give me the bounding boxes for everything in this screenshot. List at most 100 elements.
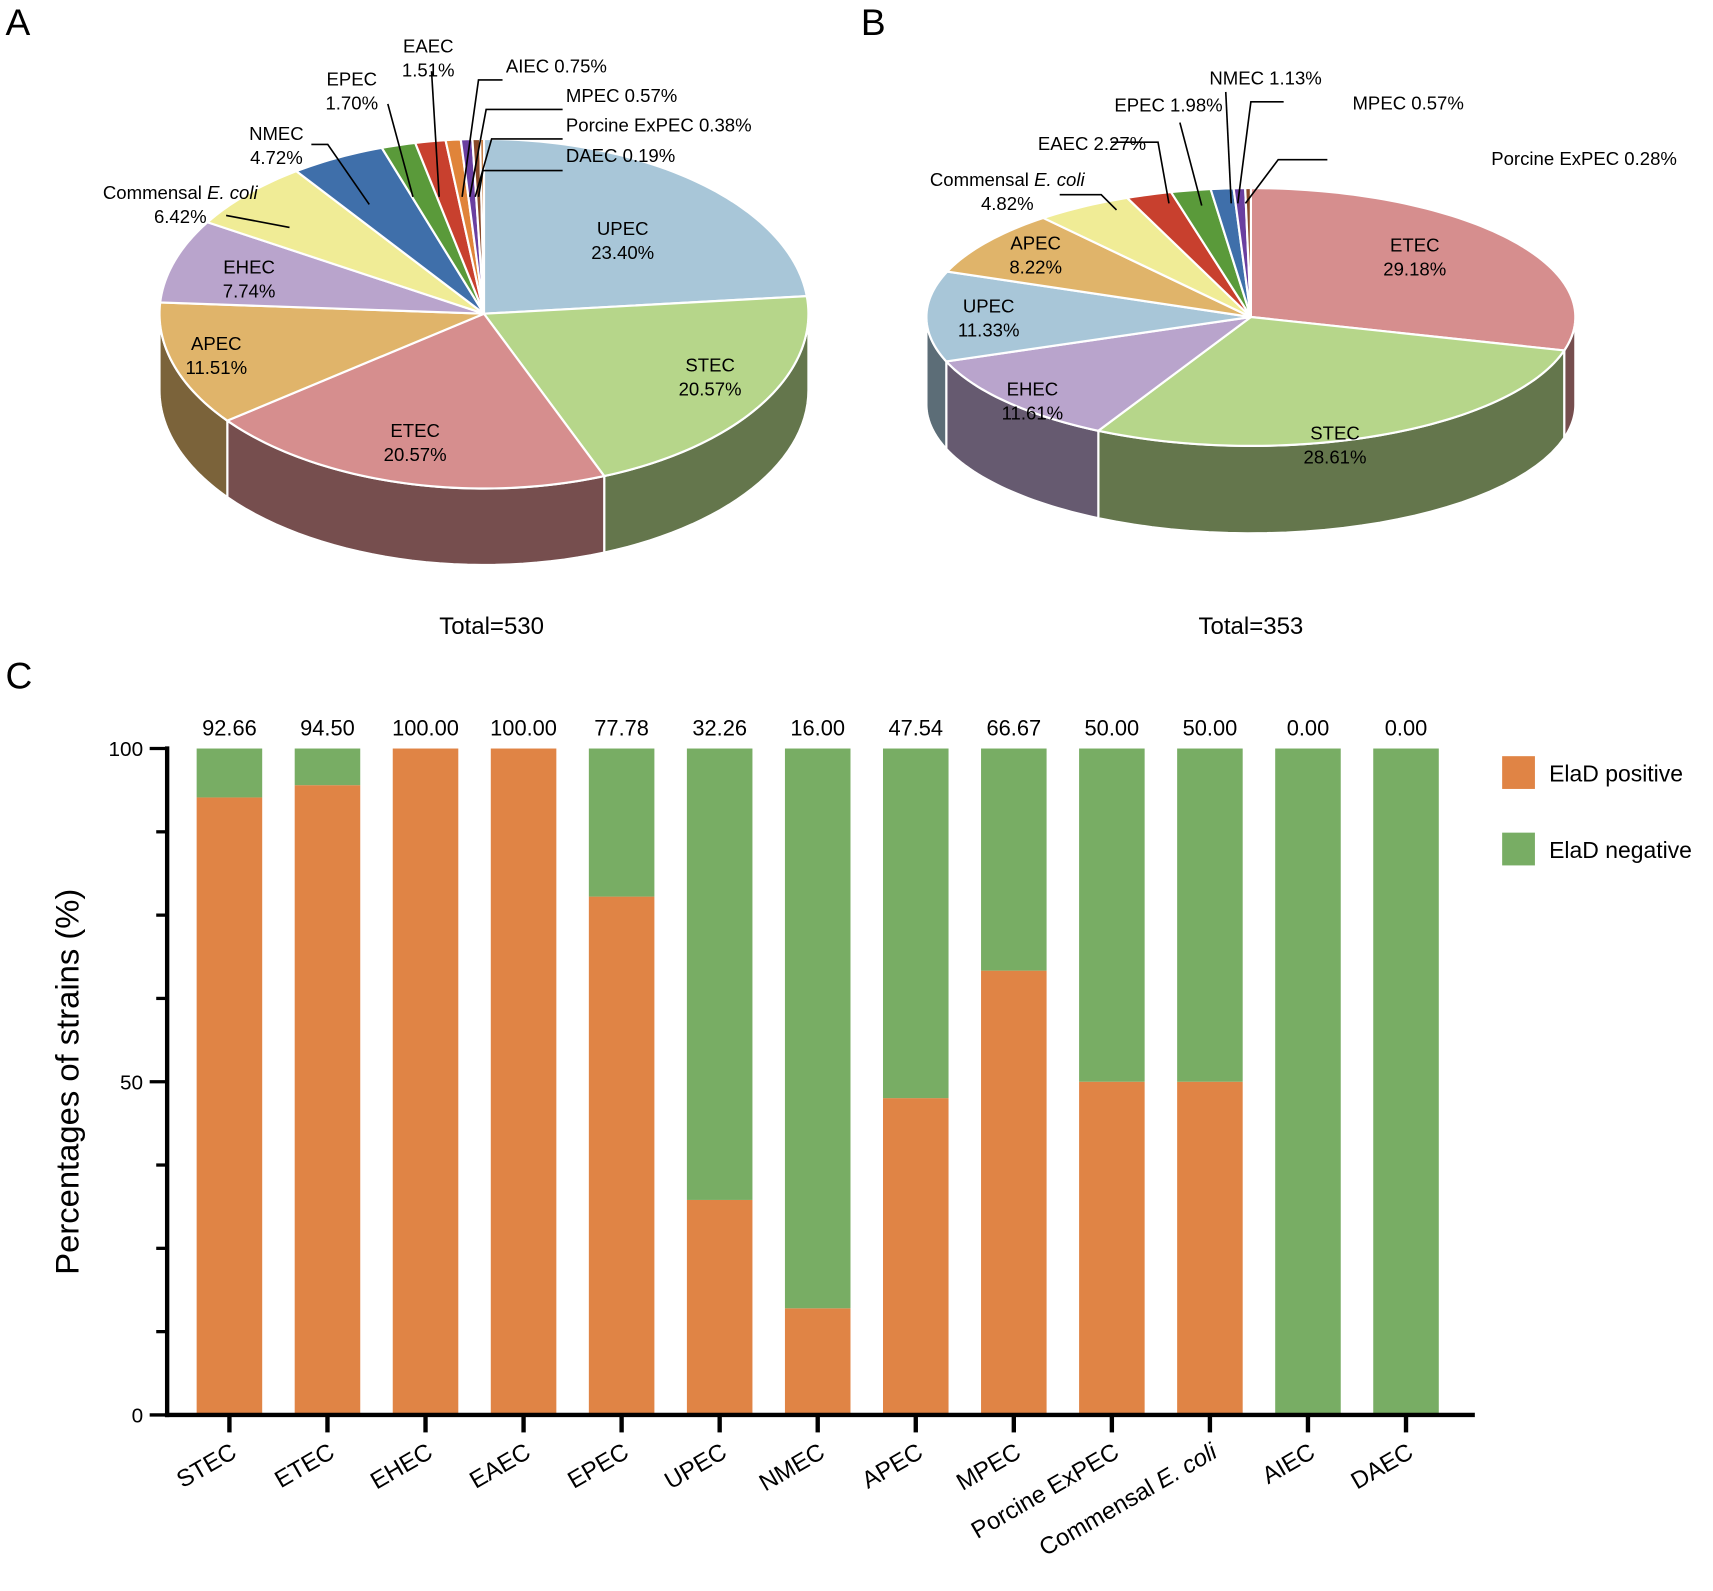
legend-label: ElaD positive <box>1549 760 1683 786</box>
bar-elad-negative <box>784 748 851 1309</box>
pie-label: MPEC 0.57% <box>1352 92 1463 113</box>
leader-line <box>1236 100 1284 204</box>
bar-elad-negative <box>686 748 753 1200</box>
leader-line <box>1179 122 1203 206</box>
leader-line <box>468 108 563 197</box>
leader-line <box>225 214 290 229</box>
pie-label-name: APEC <box>1010 232 1061 253</box>
bar-elad-positive <box>1079 1081 1145 1415</box>
pie-label-value: 6.42% <box>154 206 207 227</box>
pie-slice <box>205 169 485 315</box>
pie-label: EAEC 2.27% <box>1038 133 1146 154</box>
pie-slice <box>225 312 607 490</box>
pie-slice <box>1249 186 1577 352</box>
bar-data-label: 50.00 <box>1085 715 1140 740</box>
pie-label-name: EHEC <box>223 256 275 277</box>
pie-label-value: 11.61% <box>1002 403 1064 424</box>
panel-label-a: A <box>5 1 30 43</box>
legend-swatch <box>1502 756 1535 789</box>
bar-elad-negative <box>196 748 263 798</box>
x-tick-label: DAEC <box>1346 1438 1417 1495</box>
pie-label-name: NMEC <box>249 123 304 144</box>
pie-label: AIEC 0.75% <box>506 55 607 76</box>
pie-label-name: Commensal E. coli <box>103 182 259 203</box>
bar-elad-positive <box>981 970 1047 1415</box>
pie-a-total: Total=530 <box>439 613 544 640</box>
x-tick-label: EPEC <box>563 1438 633 1494</box>
leader-line <box>477 169 563 197</box>
pie-label-value: 4.82% <box>981 193 1034 214</box>
pie-label: Porcine ExPEC 0.28% <box>1491 148 1677 169</box>
bar-elad-negative <box>882 748 949 1099</box>
pie-label-value: 1.70% <box>325 92 378 113</box>
pie-label-value: 7.74% <box>223 280 276 301</box>
y-axis-label: Percentages of strains (%) <box>49 889 86 1275</box>
pie-slice <box>925 270 1252 363</box>
leader-line <box>461 79 503 197</box>
pie-b-total: Total=353 <box>1198 613 1303 640</box>
legend-label: ElaD negative <box>1549 837 1692 863</box>
pie-label-name: EAEC <box>403 36 454 57</box>
bar-data-label: 100.00 <box>392 715 459 740</box>
pie-slice <box>1124 190 1252 318</box>
bar-elad-positive <box>882 1098 949 1415</box>
pie-label: NMEC 1.13% <box>1209 67 1321 88</box>
pie-slice <box>1169 187 1252 318</box>
bar-elad-positive <box>686 1199 753 1415</box>
pie-label: MPEC 0.57% <box>566 85 677 106</box>
y-tick-label: 50 <box>120 1071 143 1094</box>
x-tick-label: ETEC <box>270 1438 339 1493</box>
bar-data-label: 100.00 <box>490 715 557 740</box>
bar-data-label: 0.00 <box>1385 715 1427 740</box>
x-tick-label: EAEC <box>465 1438 535 1494</box>
leader-line <box>1244 158 1328 204</box>
bar-data-label: 0.00 <box>1287 715 1329 740</box>
bar-elad-positive <box>294 785 361 1415</box>
pie-label-name: ETEC <box>390 420 440 441</box>
bar-elad-positive <box>392 748 459 1415</box>
leader-line <box>1224 91 1233 204</box>
bar-elad-negative <box>1177 748 1243 1082</box>
pie-slice <box>1040 196 1252 318</box>
pie-label-value: 29.18% <box>1383 258 1446 279</box>
pie-label-name: APEC <box>191 333 242 354</box>
leader-line <box>311 143 370 205</box>
pie-slice <box>944 216 1252 319</box>
bar-elad-positive <box>1177 1081 1243 1415</box>
pie-label-value: 11.33% <box>958 320 1020 341</box>
pie-chart-b: ETEC 29.18% STEC 28.61% EHEC 11.61% UPEC 11.33%… <box>925 67 1677 535</box>
pie-slice <box>482 137 809 315</box>
bar-elad-positive <box>490 748 557 1415</box>
x-tick-label: EHEC <box>366 1438 437 1495</box>
bar-data-label: 16.00 <box>790 715 845 740</box>
bar-data-label: 50.00 <box>1183 715 1238 740</box>
bar-data-label: 92.66 <box>202 715 257 740</box>
pie-label-value: 20.57% <box>679 379 742 400</box>
x-tick-label: NMEC <box>755 1438 830 1497</box>
x-tick-label: Commensal E. coli <box>1035 1438 1222 1562</box>
pie-label-value: 11.51% <box>186 357 248 378</box>
bar-elad-positive <box>196 797 263 1415</box>
leader-line <box>430 71 440 197</box>
leader-line <box>1059 193 1118 211</box>
pie-label-name: EPEC <box>326 68 377 89</box>
pie-label-value: 28.61% <box>1304 446 1367 467</box>
bar-data-label: 66.67 <box>987 715 1042 740</box>
pie-slice <box>481 294 810 478</box>
pie-slice <box>158 221 485 315</box>
pie-label-name: ETEC <box>1390 234 1440 255</box>
pie-slice <box>944 315 1252 432</box>
pie-label-value: 4.72% <box>250 147 303 168</box>
panel-label-c: C <box>5 654 32 696</box>
bar-data-label: 32.26 <box>692 715 747 740</box>
x-tick-label: UPEC <box>660 1438 731 1495</box>
bar-elad-positive <box>588 896 655 1415</box>
bar-data-label: 94.50 <box>300 715 355 740</box>
y-tick-label: 0 <box>132 1405 144 1428</box>
x-tick-label: STEC <box>172 1438 241 1493</box>
y-tick-label: 100 <box>108 738 143 761</box>
pie-label-value: 20.57% <box>384 444 447 465</box>
pie-label-name: STEC <box>1310 422 1360 443</box>
leader-line <box>387 103 414 198</box>
